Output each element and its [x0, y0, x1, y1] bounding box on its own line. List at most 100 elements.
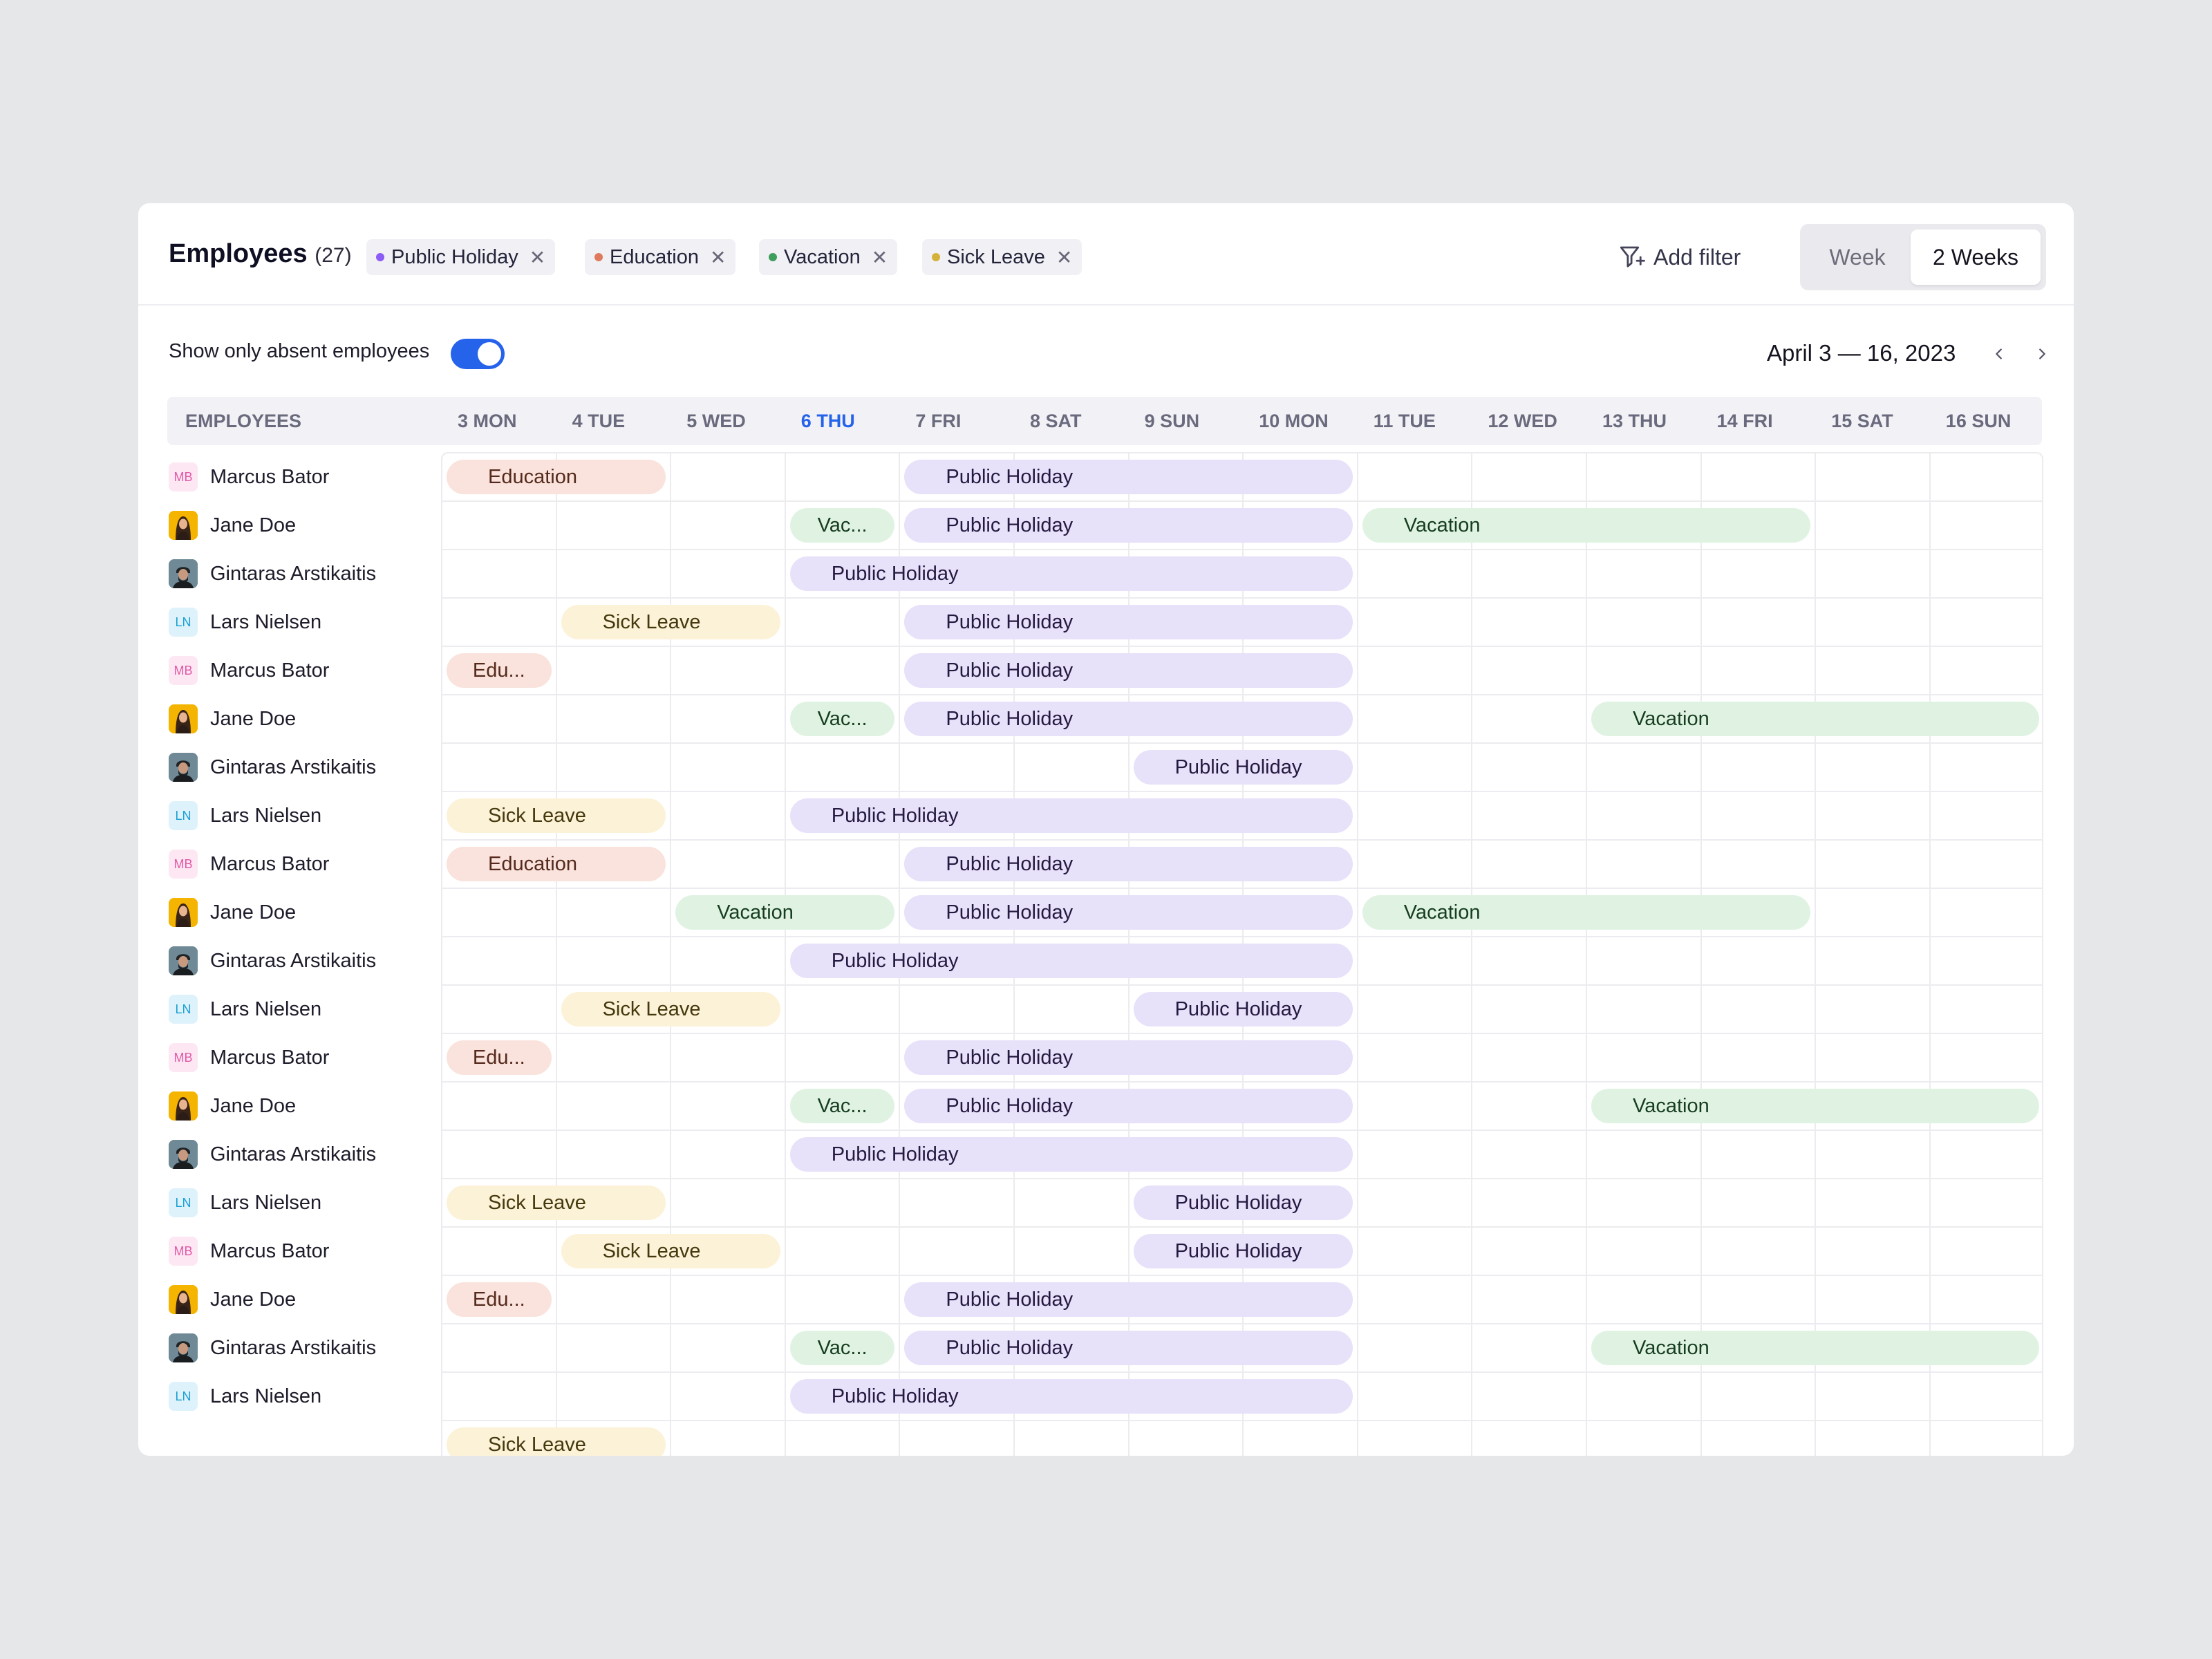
absence-bar-holiday[interactable]: Public Holiday — [904, 605, 1353, 639]
day-header: 12 WED — [1488, 411, 1557, 431]
employee-row[interactable]: LN Lars Nielsen — [169, 1188, 321, 1218]
employee-row[interactable]: LN Lars Nielsen — [169, 607, 321, 637]
avatar — [169, 704, 198, 733]
employee-row[interactable]: LN Lars Nielsen — [169, 1381, 321, 1412]
absence-bar-holiday[interactable]: Public Holiday — [789, 798, 1353, 833]
remove-filter-icon[interactable]: ✕ — [710, 246, 727, 268]
grid-column-divider — [1471, 453, 1473, 1456]
grid-row-divider — [442, 1420, 2042, 1421]
absent-only-toggle[interactable] — [451, 339, 505, 369]
filter-chip-vacation[interactable]: Vacation ✕ — [759, 239, 898, 275]
employee-row[interactable]: Jane Doe — [169, 1091, 296, 1121]
absence-bar-holiday[interactable]: Public Holiday — [904, 847, 1353, 881]
employee-name: Marcus Bator — [210, 1239, 330, 1262]
grid-row-divider — [442, 936, 2042, 937]
avatar — [169, 559, 198, 588]
card-header: Employees (27) Public Holiday ✕ Educatio… — [138, 203, 2074, 306]
employee-row[interactable]: LN Lars Nielsen — [169, 994, 321, 1024]
absence-bar-vacation[interactable]: Vacation — [1362, 508, 1811, 543]
employee-row[interactable]: Gintaras Arstikaitis — [169, 1333, 376, 1363]
absence-bar-holiday[interactable]: Public Holiday — [1133, 1185, 1353, 1220]
remove-filter-icon[interactable]: ✕ — [529, 246, 546, 268]
employee-row[interactable]: LN Lars Nielsen — [169, 800, 321, 831]
employee-row[interactable]: MB Marcus Bator — [169, 1042, 329, 1073]
employee-row[interactable]: MB Marcus Bator — [169, 462, 329, 492]
absence-bar-sick[interactable]: Sick Leave — [447, 798, 666, 833]
two-weeks-view-button[interactable]: 2 Weeks — [1911, 229, 2041, 285]
employee-row[interactable]: Jane Doe — [169, 897, 296, 928]
absence-bar-holiday[interactable]: Public Holiday — [1133, 750, 1353, 785]
day-header: 11 TUE — [1373, 411, 1436, 431]
prev-period-button[interactable] — [1984, 337, 2014, 371]
employee-row[interactable]: Jane Doe — [169, 510, 296, 541]
absence-bar-holiday[interactable]: Public Holiday — [789, 1137, 1353, 1172]
next-period-button[interactable] — [2027, 337, 2057, 371]
absence-bar-holiday[interactable]: Public Holiday — [1133, 992, 1353, 1027]
grid-row-divider — [442, 791, 2042, 792]
absence-bar-sick[interactable]: Sick Leave — [561, 992, 780, 1027]
employee-name: Jane Doe — [210, 707, 297, 730]
absence-bar-vacation[interactable]: Vac... — [789, 702, 895, 736]
week-view-button[interactable]: Week — [1829, 245, 1886, 270]
remove-filter-icon[interactable]: ✕ — [871, 246, 888, 268]
absence-bar-holiday[interactable]: Public Holiday — [904, 1040, 1353, 1075]
absence-bar-holiday[interactable]: Public Holiday — [904, 1282, 1353, 1317]
avatar — [169, 753, 198, 782]
avatar — [169, 511, 198, 540]
view-switcher: Week 2 Weeks — [1800, 224, 2046, 290]
employee-row[interactable]: Jane Doe — [169, 1284, 296, 1315]
absence-bar-vacation[interactable]: Vacation — [675, 895, 895, 930]
absence-bar-holiday[interactable]: Public Holiday — [904, 653, 1353, 688]
absence-bar-holiday[interactable]: Public Holiday — [904, 895, 1353, 930]
employee-row[interactable]: MB Marcus Bator — [169, 1236, 329, 1266]
absence-bar-education[interactable]: Education — [447, 847, 666, 881]
absence-bar-education[interactable]: Education — [447, 460, 666, 494]
absence-bar-vacation[interactable]: Vacation — [1591, 1089, 2040, 1123]
absence-bar-vacation[interactable]: Vac... — [789, 508, 895, 543]
absence-bar-sick[interactable]: Sick Leave — [447, 1427, 666, 1456]
filter-chip-label: Sick Leave — [947, 245, 1045, 268]
employee-row[interactable]: Gintaras Arstikaitis — [169, 946, 376, 976]
absence-bar-sick[interactable]: Sick Leave — [561, 1234, 780, 1268]
filter-chip-sick-leave[interactable]: Sick Leave ✕ — [922, 239, 1082, 275]
absence-bar-holiday[interactable]: Public Holiday — [789, 1379, 1353, 1414]
employee-row[interactable]: Gintaras Arstikaitis — [169, 559, 376, 589]
employee-row[interactable]: Gintaras Arstikaitis — [169, 1139, 376, 1170]
absence-bar-vacation[interactable]: Vacation — [1591, 702, 2040, 736]
add-filter-button[interactable]: Add filter — [1618, 241, 1741, 274]
grid-row-divider — [442, 1130, 2042, 1131]
grid-row-divider — [442, 1371, 2042, 1373]
absence-bar-holiday[interactable]: Public Holiday — [789, 556, 1353, 591]
filter-chip-education[interactable]: Education ✕ — [585, 239, 736, 275]
date-range: April 3 — 16, 2023 — [1767, 340, 1956, 366]
absence-bar-holiday[interactable]: Public Holiday — [904, 460, 1353, 494]
absence-bar-vacation[interactable]: Vac... — [789, 1089, 895, 1123]
absence-bar-vacation[interactable]: Vacation — [1362, 895, 1811, 930]
employee-row[interactable]: MB Marcus Bator — [169, 849, 329, 879]
remove-filter-icon[interactable]: ✕ — [1056, 246, 1073, 268]
grid-row-divider — [442, 984, 2042, 986]
avatar: MB — [169, 850, 198, 879]
absence-bar-sick[interactable]: Sick Leave — [447, 1185, 666, 1220]
absence-bar-holiday[interactable]: Public Holiday — [904, 508, 1353, 543]
absence-bar-holiday[interactable]: Public Holiday — [904, 1331, 1353, 1365]
absence-bar-holiday[interactable]: Public Holiday — [1133, 1234, 1353, 1268]
absence-bar-vacation[interactable]: Vacation — [1591, 1331, 2040, 1365]
absence-bar-education[interactable]: Edu... — [447, 653, 552, 688]
avatar: LN — [169, 1382, 198, 1411]
avatar: MB — [169, 462, 198, 491]
employee-count: (27) — [315, 244, 352, 267]
absence-bar-education[interactable]: Edu... — [447, 1282, 552, 1317]
filter-chip-label: Education — [610, 245, 699, 268]
absence-bar-sick[interactable]: Sick Leave — [561, 605, 780, 639]
absence-bar-holiday[interactable]: Public Holiday — [789, 944, 1353, 978]
employee-row[interactable]: MB Marcus Bator — [169, 655, 329, 686]
absence-bar-holiday[interactable]: Public Holiday — [904, 702, 1353, 736]
absence-bar-education[interactable]: Edu... — [447, 1040, 552, 1075]
employee-row[interactable]: Jane Doe — [169, 704, 296, 734]
filter-chip-public-holiday[interactable]: Public Holiday ✕ — [366, 239, 556, 275]
grid-row-divider — [442, 888, 2042, 889]
employee-row[interactable]: Gintaras Arstikaitis — [169, 752, 376, 782]
absence-bar-holiday[interactable]: Public Holiday — [904, 1089, 1353, 1123]
absence-bar-vacation[interactable]: Vac... — [789, 1331, 895, 1365]
